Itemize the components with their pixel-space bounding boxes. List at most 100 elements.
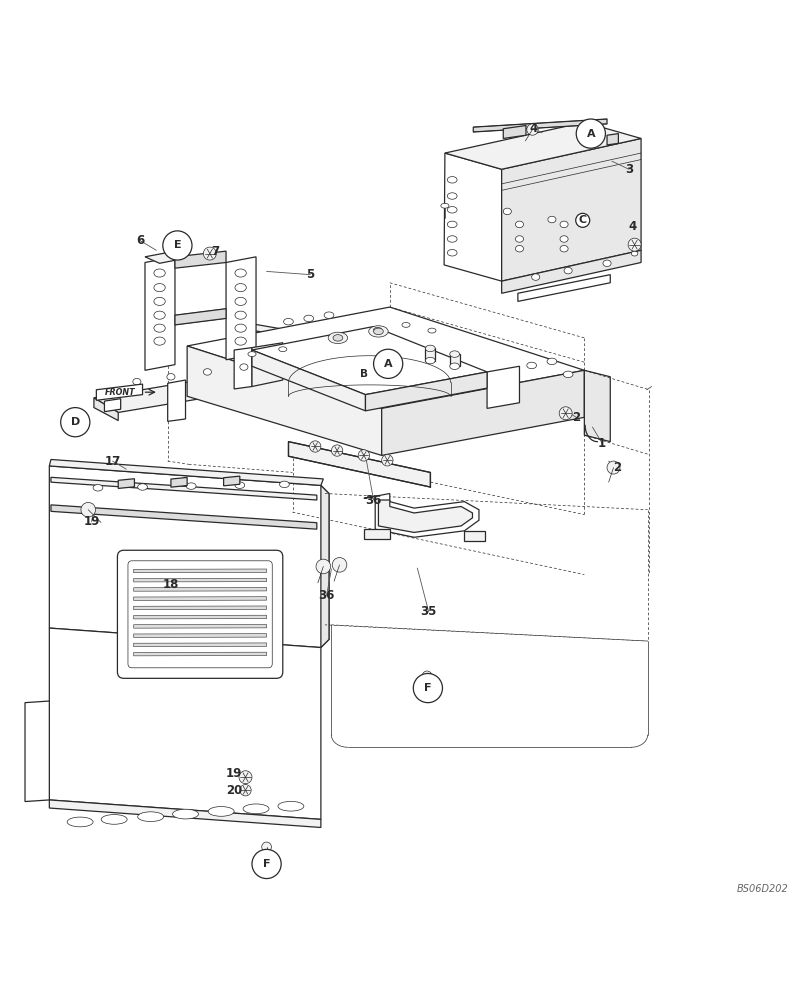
Ellipse shape [278, 347, 286, 352]
Ellipse shape [447, 177, 457, 183]
Ellipse shape [560, 245, 568, 252]
Ellipse shape [133, 378, 141, 385]
Polygon shape [118, 479, 135, 488]
Polygon shape [174, 309, 225, 325]
Circle shape [81, 502, 96, 517]
Circle shape [607, 461, 620, 474]
Ellipse shape [515, 245, 523, 252]
Ellipse shape [239, 364, 247, 370]
Polygon shape [145, 251, 188, 263]
Ellipse shape [93, 485, 103, 491]
Ellipse shape [242, 804, 268, 814]
Circle shape [526, 124, 538, 135]
Ellipse shape [515, 221, 523, 228]
Ellipse shape [425, 357, 435, 364]
Polygon shape [168, 380, 185, 421]
Polygon shape [49, 459, 323, 485]
Polygon shape [449, 354, 459, 366]
Ellipse shape [154, 297, 165, 305]
Polygon shape [94, 369, 292, 412]
Text: 2: 2 [612, 461, 620, 474]
Ellipse shape [303, 315, 313, 322]
Ellipse shape [373, 328, 383, 335]
Polygon shape [584, 370, 610, 442]
Text: A: A [384, 359, 392, 369]
Text: E: E [174, 240, 181, 250]
Ellipse shape [547, 216, 556, 223]
Ellipse shape [186, 483, 195, 489]
Polygon shape [288, 442, 430, 487]
Ellipse shape [172, 809, 198, 819]
Text: 18: 18 [162, 578, 179, 591]
Circle shape [576, 119, 605, 148]
Ellipse shape [631, 251, 637, 256]
Text: B: B [359, 369, 367, 379]
Ellipse shape [154, 311, 165, 319]
Ellipse shape [234, 297, 246, 305]
Text: F: F [423, 683, 431, 693]
Polygon shape [378, 500, 472, 532]
Polygon shape [35, 766, 49, 785]
Ellipse shape [234, 284, 246, 292]
Polygon shape [425, 348, 435, 361]
Ellipse shape [154, 284, 165, 292]
Polygon shape [517, 275, 610, 301]
Text: 36: 36 [365, 494, 381, 507]
Ellipse shape [449, 363, 459, 369]
Ellipse shape [531, 274, 539, 280]
Polygon shape [97, 384, 143, 400]
Polygon shape [51, 505, 316, 529]
Polygon shape [134, 569, 266, 573]
Polygon shape [134, 597, 266, 600]
Polygon shape [134, 652, 266, 656]
Text: 1: 1 [598, 437, 606, 450]
Ellipse shape [447, 221, 457, 228]
Ellipse shape [234, 324, 246, 332]
Polygon shape [134, 606, 266, 610]
Circle shape [251, 849, 281, 879]
Polygon shape [363, 529, 389, 539]
Polygon shape [320, 485, 328, 648]
Ellipse shape [328, 332, 347, 344]
Text: 5: 5 [306, 268, 314, 281]
Polygon shape [187, 307, 584, 408]
Circle shape [203, 247, 216, 260]
Ellipse shape [283, 318, 293, 325]
Ellipse shape [447, 193, 457, 199]
Ellipse shape [247, 352, 255, 357]
Polygon shape [134, 643, 266, 647]
Polygon shape [444, 122, 641, 169]
Polygon shape [487, 366, 519, 408]
Polygon shape [94, 398, 118, 421]
Text: 17: 17 [105, 455, 121, 468]
Ellipse shape [234, 337, 246, 345]
Polygon shape [444, 153, 501, 281]
Ellipse shape [560, 236, 568, 242]
Text: F: F [263, 859, 270, 869]
Circle shape [373, 349, 402, 378]
Ellipse shape [167, 374, 174, 380]
Ellipse shape [203, 369, 211, 375]
Text: 3: 3 [624, 163, 633, 176]
Text: 4: 4 [628, 220, 637, 233]
Polygon shape [503, 125, 526, 138]
Polygon shape [134, 578, 266, 582]
Polygon shape [381, 370, 584, 455]
Ellipse shape [373, 327, 381, 332]
Text: 35: 35 [420, 605, 436, 618]
Ellipse shape [547, 358, 556, 365]
Polygon shape [49, 466, 328, 648]
Ellipse shape [515, 236, 523, 242]
Ellipse shape [208, 807, 234, 816]
Ellipse shape [138, 484, 148, 490]
Ellipse shape [333, 335, 342, 341]
Polygon shape [268, 369, 292, 393]
Polygon shape [134, 634, 266, 637]
FancyBboxPatch shape [128, 561, 272, 668]
Ellipse shape [368, 326, 388, 337]
Ellipse shape [277, 801, 303, 811]
Text: 6: 6 [135, 234, 144, 247]
Polygon shape [174, 251, 225, 268]
Polygon shape [251, 327, 487, 395]
Polygon shape [501, 250, 641, 293]
